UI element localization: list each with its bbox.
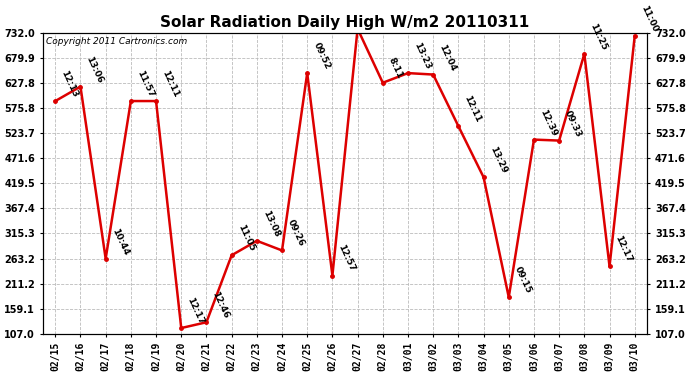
Text: 13:06: 13:06 xyxy=(85,55,105,84)
Text: 12:17: 12:17 xyxy=(613,234,634,264)
Text: 12:11: 12:11 xyxy=(160,69,181,99)
Text: 13:08: 13:08 xyxy=(261,209,282,238)
Text: 11:06: 11:06 xyxy=(0,374,1,375)
Text: 12:39: 12:39 xyxy=(538,108,558,138)
Text: 8:11: 8:11 xyxy=(387,57,404,81)
Text: 12:04: 12:04 xyxy=(437,43,457,72)
Text: 11:57: 11:57 xyxy=(135,69,155,99)
Text: 11:00: 11:00 xyxy=(639,4,659,34)
Text: 09:52: 09:52 xyxy=(311,41,332,71)
Text: 12:13: 12:13 xyxy=(59,69,80,99)
Text: Copyright 2011 Cartronics.com: Copyright 2011 Cartronics.com xyxy=(46,37,187,46)
Text: 10:44: 10:44 xyxy=(110,226,130,256)
Title: Solar Radiation Daily High W/m2 20110311: Solar Radiation Daily High W/m2 20110311 xyxy=(160,15,530,30)
Text: 09:26: 09:26 xyxy=(286,219,306,248)
Text: 13:23: 13:23 xyxy=(412,41,433,71)
Text: 12:46: 12:46 xyxy=(210,290,231,320)
Text: 12:11: 12:11 xyxy=(462,94,483,124)
Text: 11:05: 11:05 xyxy=(236,224,256,253)
Text: 09:15: 09:15 xyxy=(513,265,533,295)
Text: 13:29: 13:29 xyxy=(488,145,508,175)
Text: 12:17: 12:17 xyxy=(186,296,206,326)
Text: 09:33: 09:33 xyxy=(563,109,584,138)
Text: 11:25: 11:25 xyxy=(589,22,609,52)
Text: 12:57: 12:57 xyxy=(337,243,357,273)
